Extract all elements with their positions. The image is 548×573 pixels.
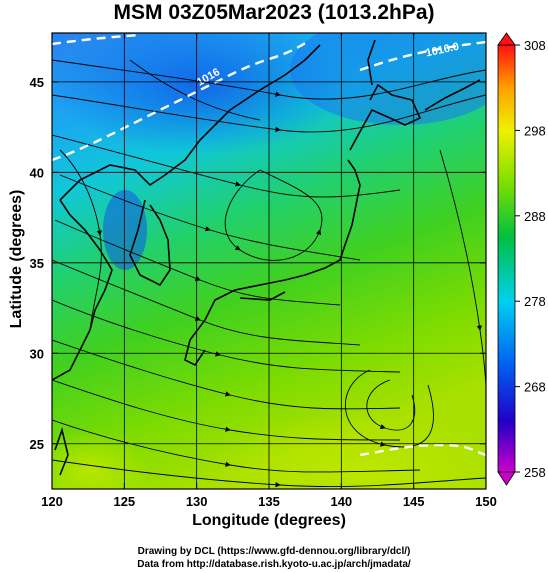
pressure-contours bbox=[52, 33, 486, 457]
x-axis-label: Longitude (degrees) bbox=[192, 512, 346, 529]
colorbar-tick-label: 308 bbox=[524, 38, 546, 53]
colorbar-ticks: 258 268 278 288 298 308 bbox=[515, 38, 546, 480]
streamlines bbox=[52, 59, 486, 488]
colorbar-tick-label: 258 bbox=[524, 465, 546, 480]
x-tick-label: 140 bbox=[330, 494, 352, 509]
credit-data: Data from http://database.rish.kyoto-u.a… bbox=[137, 559, 411, 570]
temperature-field bbox=[52, 33, 486, 489]
y-tick-label: 40 bbox=[30, 165, 44, 180]
colorbar-body bbox=[497, 44, 516, 473]
colorbar: 258 268 278 288 298 308 bbox=[497, 32, 546, 486]
y-tick-label: 45 bbox=[30, 75, 44, 90]
x-tick-label: 145 bbox=[403, 494, 425, 509]
y-axis-label: Latitude (degrees) bbox=[8, 189, 25, 329]
x-tick-label: 125 bbox=[113, 494, 135, 509]
chart-title: MSM 03Z05Mar2023 (1013.2hPa) bbox=[113, 1, 435, 24]
colorbar-bottom-arrow bbox=[497, 471, 516, 486]
y-tick-label: 25 bbox=[30, 437, 44, 452]
y-axis-ticks: 25 30 35 40 45 bbox=[30, 75, 486, 452]
coastlines bbox=[52, 39, 481, 476]
y-tick-label: 35 bbox=[30, 256, 44, 271]
x-axis-ticks: 120 125 130 135 140 145 150 bbox=[41, 33, 497, 509]
colorbar-tick-label: 278 bbox=[524, 294, 546, 309]
x-tick-label: 135 bbox=[258, 494, 280, 509]
colorbar-tick-label: 268 bbox=[524, 380, 546, 395]
y-tick-label: 30 bbox=[30, 346, 44, 361]
x-tick-label: 130 bbox=[186, 494, 208, 509]
gridlines bbox=[52, 33, 486, 489]
colorbar-top-arrow bbox=[497, 32, 516, 46]
colorbar-tick-label: 298 bbox=[524, 123, 546, 138]
x-tick-label: 150 bbox=[475, 494, 497, 509]
credit-drawing: Drawing by DCL (https://www.gfd-dennou.o… bbox=[137, 546, 411, 557]
colorbar-tick-label: 288 bbox=[524, 209, 546, 224]
x-tick-label: 120 bbox=[41, 494, 63, 509]
